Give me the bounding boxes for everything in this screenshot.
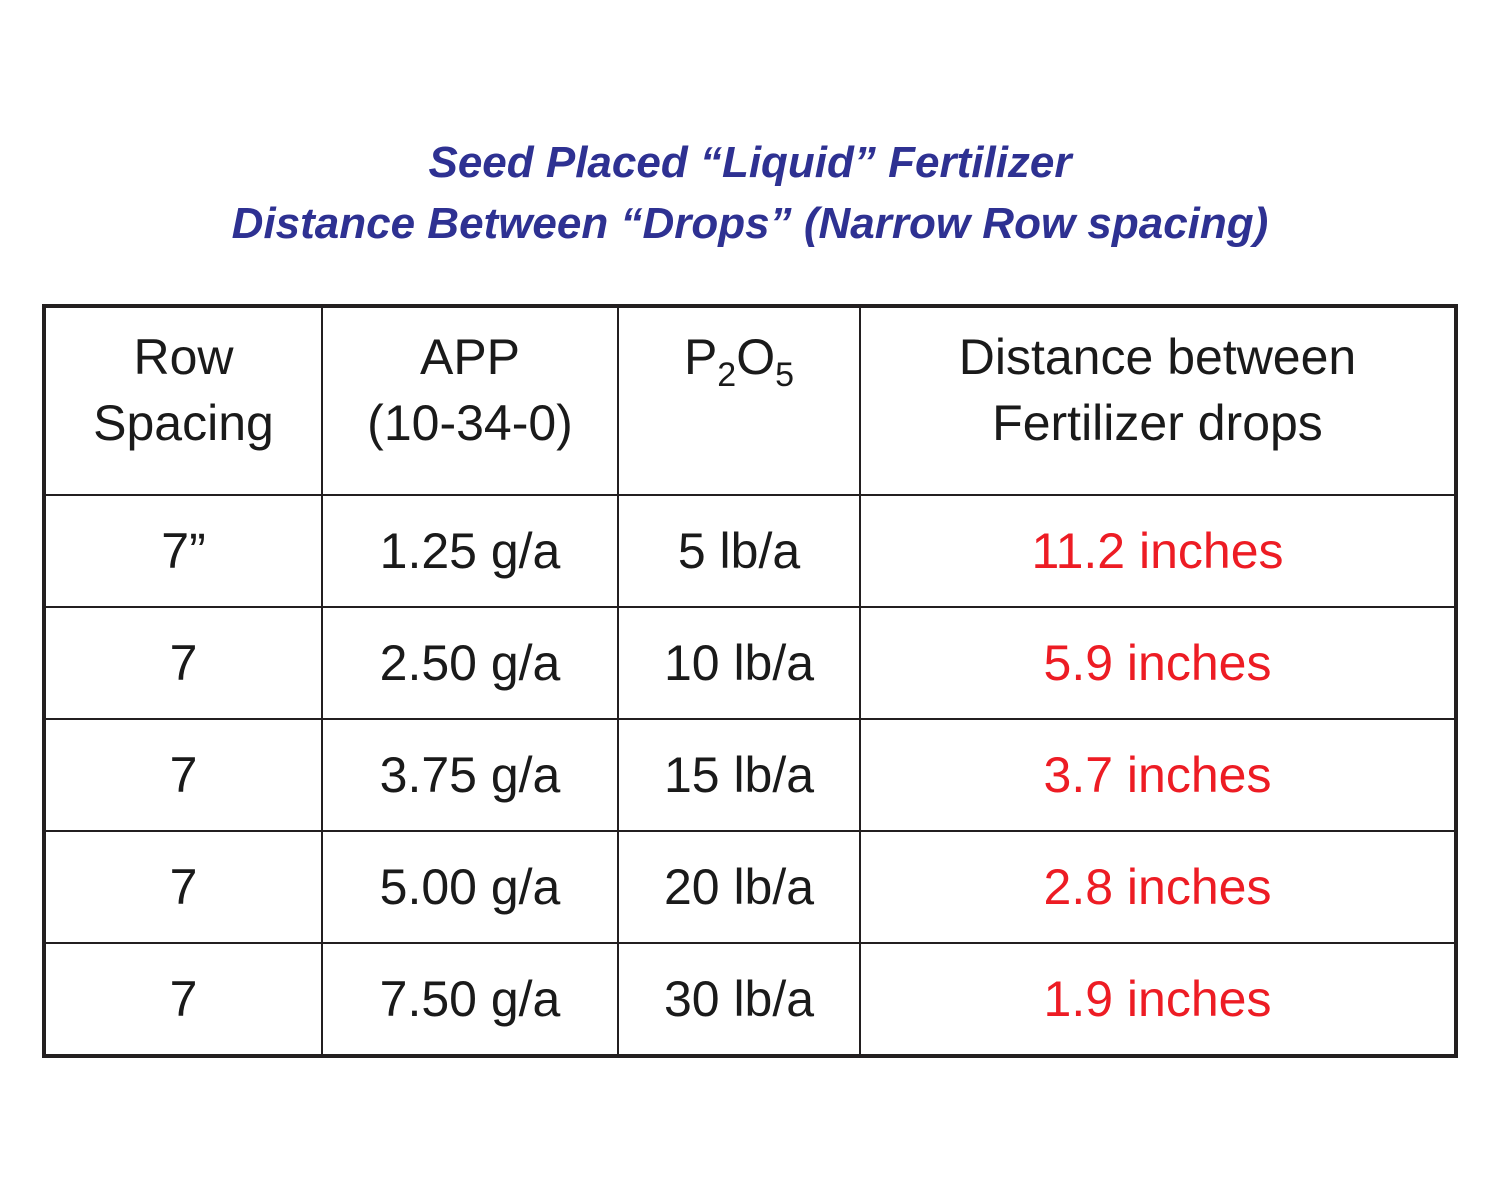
cell-app: 2.50 g/a [321,606,619,720]
cell-app: 3.75 g/a [321,718,619,832]
cell-app: 1.25 g/a [321,494,619,608]
page-title: Seed Placed “Liquid” Fertilizer Distance… [0,132,1500,254]
formula-p: P [683,329,718,385]
header-p2o5: P2O5 [617,305,861,496]
cell-p2o5: 15 lb/a [617,718,861,832]
table-row: 7 5.00 g/a 20 lb/a 2.8 inches [43,830,1457,944]
cell-distance: 5.9 inches [859,606,1457,720]
header-app-line-1: APP [419,329,521,385]
cell-row-spacing: 7 [43,718,323,832]
cell-row-spacing: 7 [43,830,323,944]
cell-row-spacing: 7” [43,494,323,608]
table-row: 7 3.75 g/a 15 lb/a 3.7 inches [43,718,1457,832]
cell-distance: 11.2 inches [859,494,1457,608]
cell-distance: 3.7 inches [859,718,1457,832]
header-p2o5-formula: P2O5 [619,324,859,396]
fertilizer-drop-table: Row Spacing APP (10-34-0) P2O5 Distance … [42,304,1458,1058]
title-line-1: Seed Placed “Liquid” Fertilizer [428,138,1072,187]
cell-distance: 1.9 inches [859,942,1457,1057]
table-row: 7 2.50 g/a 10 lb/a 5.9 inches [43,606,1457,720]
header-row-spacing: Row Spacing [43,305,323,496]
cell-p2o5: 20 lb/a [617,830,861,944]
header-distance: Distance between Fertilizer drops [859,305,1457,496]
cell-row-spacing: 7 [43,606,323,720]
cell-p2o5: 10 lb/a [617,606,861,720]
header-row-spacing-line-2: Spacing [93,395,274,451]
cell-app: 5.00 g/a [321,830,619,944]
cell-app: 7.50 g/a [321,942,619,1057]
table-row: 7 7.50 g/a 30 lb/a 1.9 inches [43,942,1457,1057]
header-app: APP (10-34-0) [321,305,619,496]
header-app-line-2: (10-34-0) [367,395,573,451]
formula-o: O [736,329,776,385]
header-distance-line-1: Distance between [958,329,1357,385]
formula-sub-5: 5 [775,356,795,394]
header-distance-line-2: Fertilizer drops [992,395,1323,451]
table-row: 7” 1.25 g/a 5 lb/a 11.2 inches [43,494,1457,608]
title-line-2: Distance Between “Drops” (Narrow Row spa… [231,199,1269,248]
cell-row-spacing: 7 [43,942,323,1057]
cell-p2o5: 5 lb/a [617,494,861,608]
header-row-spacing-line-1: Row [133,329,234,385]
formula-sub-2: 2 [717,356,737,394]
cell-distance: 2.8 inches [859,830,1457,944]
table-header-row: Row Spacing APP (10-34-0) P2O5 Distance … [43,305,1457,496]
cell-p2o5: 30 lb/a [617,942,861,1057]
